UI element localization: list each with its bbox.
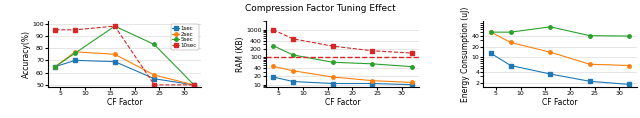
Text: Compression Factor Tuning Effect: Compression Factor Tuning Effect [244,4,396,13]
Y-axis label: RAM (KB): RAM (KB) [236,37,244,72]
X-axis label: CF Factor: CF Factor [107,98,143,107]
Y-axis label: Accuracy(%): Accuracy(%) [22,30,31,78]
X-axis label: CF Factor: CF Factor [542,98,578,107]
Legend: 1sec, 2sec, 5sec, 10sec: 1sec, 2sec, 5sec, 10sec [171,24,198,50]
Y-axis label: Energy Consumption (uJ): Energy Consumption (uJ) [461,7,470,102]
X-axis label: CF Factor: CF Factor [324,98,360,107]
